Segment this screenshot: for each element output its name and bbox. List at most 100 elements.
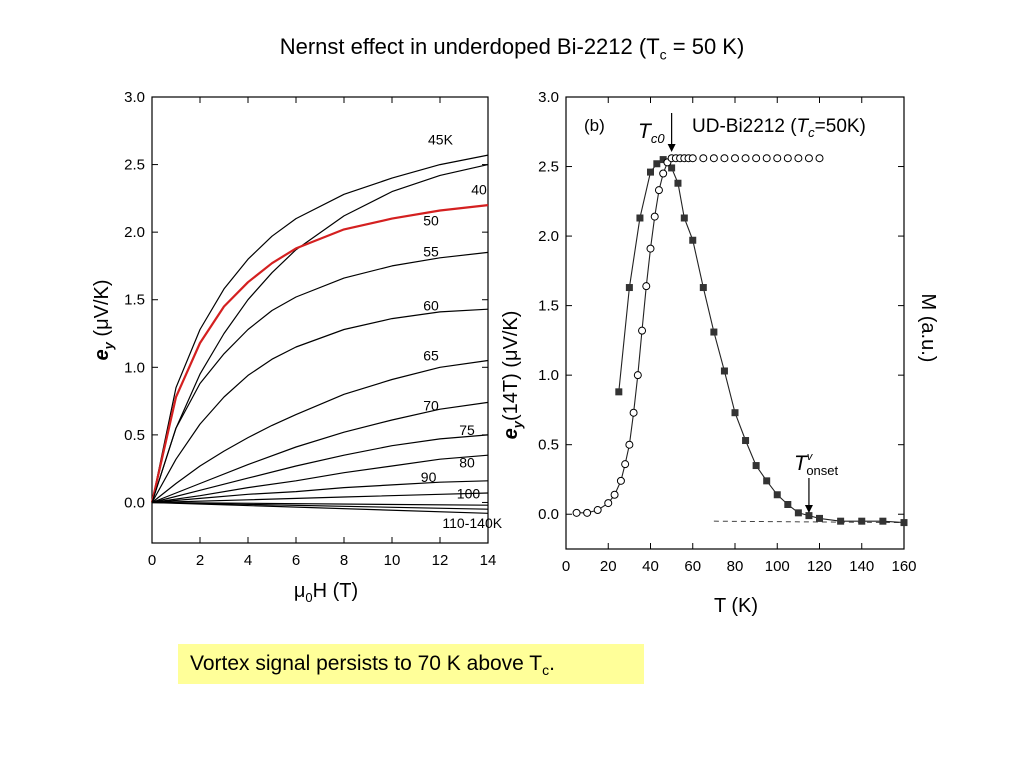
x-tick-label: 8 [340,552,348,569]
m-data-point [659,169,668,178]
right-ylabel-bold: e [500,428,522,439]
m-data-point [583,508,592,517]
m-data-point [709,154,718,163]
title-tail: = 50 K) [666,34,745,59]
arrow-head [667,144,676,152]
m-data-point [650,212,659,221]
title-main: Nernst effect in underdoped Bi-2212 (T [279,34,660,59]
ey-data-point [615,388,623,396]
ey-data-point [784,500,792,508]
curve-label: 75 [459,422,475,438]
ey-data-point [689,236,697,244]
m-data-point [616,476,625,485]
series-line-45k [151,154,489,503]
m-data-point [638,326,647,335]
ey-data-point [763,477,771,485]
ey-data-point [816,514,823,522]
right-y-axis-label: ey(14T) (μV/K) [500,311,525,440]
right-ylabel-post: (14T) (μV/K) [500,311,522,421]
ey-data-point [900,519,908,527]
slide-title: Nernst effect in underdoped Bi-2212 (Tc … [0,34,1024,62]
legend-tail: =50K) [815,116,866,137]
legend-sub: c [808,125,815,140]
y-tick-label: 0.5 [124,427,145,444]
ey-data-point [773,491,781,499]
left-y-axis-label: ey (μV/K) [91,280,116,361]
left-x-axis-label: μ0H (T) [294,580,358,605]
ey-data-point [625,284,633,292]
curve-label: 70 [423,398,439,414]
y-tick-label: 1.5 [124,292,145,309]
m-data-point [804,154,813,163]
m-data-point [604,499,613,508]
m-data-point [752,154,761,163]
tonset-T: T [794,452,809,475]
series-line-90 [151,480,489,504]
ey-data-point [805,512,813,520]
series-line-70 [151,401,489,504]
series-line-60 [151,308,489,503]
x-tick-label: 10 [384,552,401,569]
left-xlabel-post: H (T) [313,580,359,602]
x-tick-label: 120 [807,558,832,575]
series-line-100 [151,492,489,504]
curve-label: 90 [421,469,437,485]
ey-data-point [752,462,760,470]
x-tick-label: 20 [600,558,617,575]
series-line-unlabeled-11 [151,501,489,506]
curve-label: 50 [423,212,439,228]
series-line-110-140k [151,501,489,514]
caption-main: Vortex signal persists to 70 K above T [190,652,543,675]
series-line-65 [151,359,489,503]
ey-data-point [636,214,644,222]
caption-tail: . [549,652,555,675]
ey-data-point [668,164,676,172]
y-tick-label: 2.0 [124,224,145,241]
curve-label: 40 [471,181,487,197]
ey-data-point [659,156,667,164]
m-data-point [688,154,697,163]
m-data-point [621,460,630,469]
curve-label: 65 [423,348,439,364]
tonset-arrow [804,478,813,513]
x-tick-label: 80 [727,558,744,575]
left-ylabel-bold: e [91,349,113,360]
legend-T: T [797,116,810,137]
y-tick-label: 1.0 [124,359,145,376]
m-data-point [629,408,638,417]
curve-label: 60 [423,298,439,314]
tc0-T: T [638,120,653,143]
x-tick-label: 2 [196,552,204,569]
x-tick-label: 12 [432,552,449,569]
ey-data-point [680,214,688,222]
x-tick-label: 0 [148,552,156,569]
y-tick-label: 2.5 [538,159,559,176]
curve-label: 80 [459,454,475,470]
y-tick-label: 0.0 [538,506,559,523]
series-line-40 [151,164,489,503]
m-data-point [783,154,792,163]
ey-data-point [674,179,682,187]
y-tick-label: 2.0 [538,228,559,245]
left-ylabel-post: (μV/K) [91,280,113,343]
left-xlabel-pre: μ [294,580,306,602]
y-tick-label: 1.5 [538,298,559,315]
right-x-axis-label: T (K) [714,595,758,617]
ey-data-point [731,409,739,417]
m-data-point [593,506,602,515]
right-plot-frame [565,96,905,550]
curve-label: 45K [428,131,454,147]
tc0-sub: c0 [651,131,666,146]
ey-data-point [879,517,887,525]
caption-subscript: c [542,662,550,679]
m-data-point [572,508,581,517]
x-tick-label: 6 [292,552,300,569]
m-data-point [794,154,803,163]
right-secondary-y-axis-label: M (a.u.) [917,294,939,363]
m-data-point [646,244,655,253]
y-tick-label: 0.0 [124,494,145,511]
x-tick-label: 4 [244,552,252,569]
series-line-55 [151,251,489,503]
m-data-point [731,154,739,163]
